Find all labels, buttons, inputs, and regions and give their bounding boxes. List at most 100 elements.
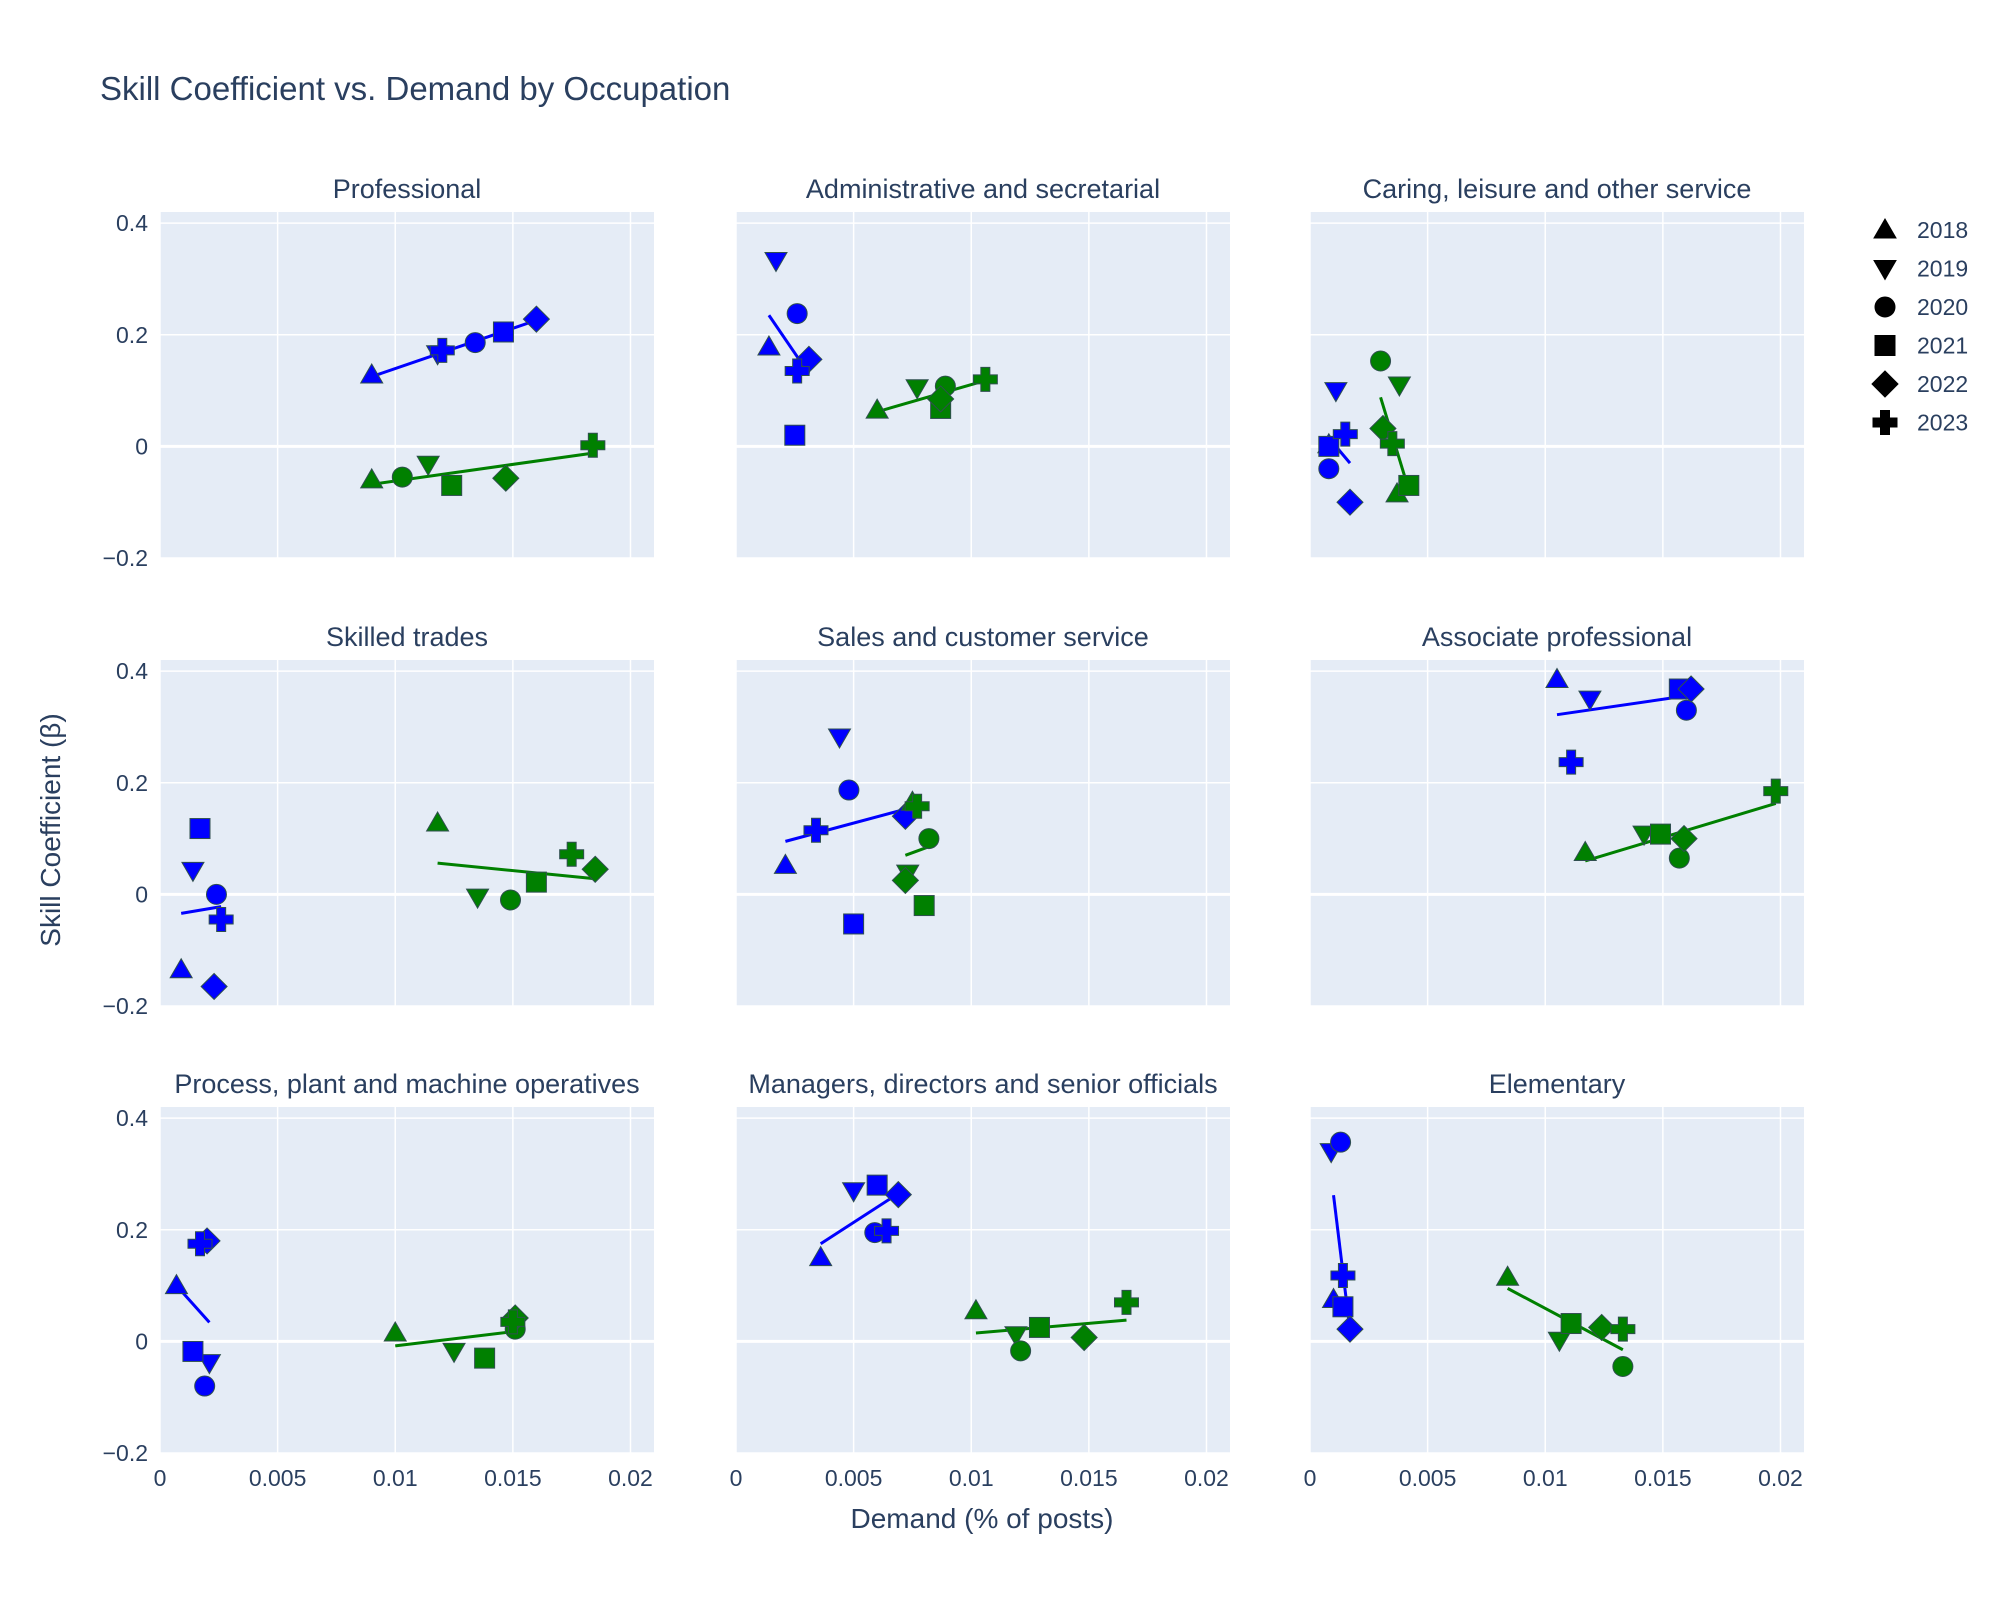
y-tick-label: 0.4 — [116, 1105, 148, 1131]
green-point-2020 — [918, 828, 940, 850]
blue-point-2023 — [784, 358, 810, 384]
blue-point-2023 — [1558, 749, 1584, 775]
green-point-2021 — [1028, 1316, 1050, 1338]
blue-point-2021 — [189, 818, 211, 840]
x-tick-label: 0.01 — [949, 1465, 994, 1491]
blue-point-2023 — [208, 907, 234, 932]
blue-point-2019 — [197, 1354, 222, 1375]
blue-trend-line — [819, 1192, 900, 1245]
panel: Professional −0.2 0 0.2 0.4 — [103, 174, 654, 571]
green-point-2023 — [904, 793, 930, 819]
x-tick-label: 0.015 — [484, 1465, 542, 1491]
blue-point-2020 — [1675, 699, 1697, 721]
green-point-2020 — [1010, 1340, 1032, 1362]
blue-point-2020 — [786, 303, 808, 325]
green-point-2018 — [383, 1321, 408, 1342]
x-tick-label: 0.015 — [1634, 1465, 1692, 1491]
blue-point-2022 — [884, 1180, 913, 1209]
y-tick-label: 0.2 — [116, 1217, 148, 1243]
blue-point-2022 — [522, 305, 551, 333]
plot-area — [1310, 1107, 1804, 1453]
green-point-2018 — [865, 398, 890, 419]
x-tick-label: 0.005 — [249, 1465, 307, 1491]
blue-point-2021 — [1332, 1296, 1354, 1318]
blue-point-2019 — [841, 1182, 866, 1203]
green-point-2020 — [1668, 847, 1690, 869]
blue-point-2023 — [1332, 421, 1358, 447]
green-point-2022 — [1070, 1323, 1098, 1352]
green-trend-line — [975, 1318, 1127, 1335]
panel: Associate professional — [1309, 622, 1804, 1007]
green-point-2018 — [964, 1298, 988, 1320]
blue-trend-line — [1556, 693, 1692, 717]
green-point-2019 — [1547, 1331, 1572, 1353]
green-trend-line — [437, 861, 596, 881]
x-tick-label: 0 — [730, 1465, 743, 1491]
blue-trend-line — [180, 905, 222, 915]
blue-point-2022 — [1336, 488, 1364, 516]
y-tick-label: 0.2 — [116, 770, 148, 796]
green-point-2021 — [474, 1347, 496, 1369]
blue-point-2023 — [429, 337, 455, 363]
panel-title: Process, plant and machine operatives — [174, 1069, 639, 1099]
panel: Caring, leisure and other service — [1309, 174, 1804, 559]
green-point-2019 — [465, 888, 490, 910]
y-tick-label: 0.4 — [116, 658, 148, 684]
panel: Skilled trades −0.2 0 0.2 0.4 — [103, 622, 654, 1019]
plot-area — [736, 1107, 1230, 1453]
blue-point-2021 — [866, 1174, 888, 1196]
panel-title: Skilled trades — [326, 622, 488, 652]
blue-point-2019 — [764, 252, 788, 273]
green-point-2018 — [425, 810, 450, 832]
green-point-2021 — [525, 871, 547, 893]
green-point-2022 — [891, 866, 920, 895]
blue-point-2019 — [181, 861, 205, 883]
y-tick-label: 0.4 — [116, 210, 148, 236]
panel-title: Administrative and secretarial — [806, 174, 1160, 204]
panel-title: Elementary — [1489, 1069, 1626, 1099]
blue-trend-line — [785, 806, 911, 843]
green-point-2018 — [359, 467, 384, 489]
green-point-2020 — [1370, 350, 1392, 372]
blue-point-2018 — [169, 957, 194, 979]
green-point-2020 — [391, 466, 413, 488]
panel-title: Associate professional — [1422, 622, 1692, 652]
legend-label: 2020 — [1917, 294, 1968, 320]
legend-item-2022[interactable]: 2022 — [1871, 370, 1968, 398]
y-tick-label: −0.2 — [103, 1440, 148, 1466]
green-point-2020 — [500, 889, 522, 911]
blue-point-2018 — [773, 853, 798, 874]
green-point-2019 — [905, 379, 930, 400]
blue-point-2023 — [803, 817, 829, 843]
blue-point-2018 — [757, 335, 781, 356]
legend-item-2020[interactable]: 2020 — [1874, 294, 1968, 320]
blue-point-2019 — [827, 728, 852, 750]
plot-area — [160, 1107, 654, 1453]
blue-point-2021 — [784, 424, 806, 446]
legend-item-2019[interactable]: 2019 — [1873, 256, 1968, 282]
panel: Process, plant and machine operatives −0.… — [103, 1069, 654, 1491]
legend-item-2018[interactable]: 2018 — [1873, 217, 1968, 243]
legend-marker-triangle-down — [1873, 260, 1897, 281]
legend-marker-triangle-up — [1873, 218, 1897, 239]
x-tick-label: 0.01 — [373, 1465, 418, 1491]
green-point-2019 — [416, 455, 441, 477]
panel-title: Managers, directors and senior officials — [748, 1069, 1217, 1099]
green-point-2022 — [581, 855, 609, 883]
legend-label: 2018 — [1917, 217, 1968, 243]
x-tick-label: 0.015 — [1060, 1465, 1118, 1491]
blue-point-2023 — [187, 1231, 213, 1257]
blue-point-2018 — [1545, 667, 1569, 689]
green-point-2023 — [1379, 431, 1405, 457]
legend-item-2023[interactable]: 2023 — [1872, 410, 1968, 436]
x-tick-label: 0.02 — [1758, 1465, 1803, 1491]
green-point-2018 — [1495, 1265, 1520, 1286]
panel-title: Sales and customer service — [817, 622, 1149, 652]
blue-point-2020 — [1330, 1131, 1352, 1153]
y-tick-label: −0.2 — [103, 545, 148, 571]
legend-item-2021[interactable]: 2021 — [1874, 333, 1968, 359]
panel: Sales and customer service — [735, 622, 1230, 1007]
blue-point-2018 — [808, 1245, 833, 1267]
x-tick-label: 0.005 — [825, 1465, 883, 1491]
legend-label: 2023 — [1917, 410, 1968, 436]
